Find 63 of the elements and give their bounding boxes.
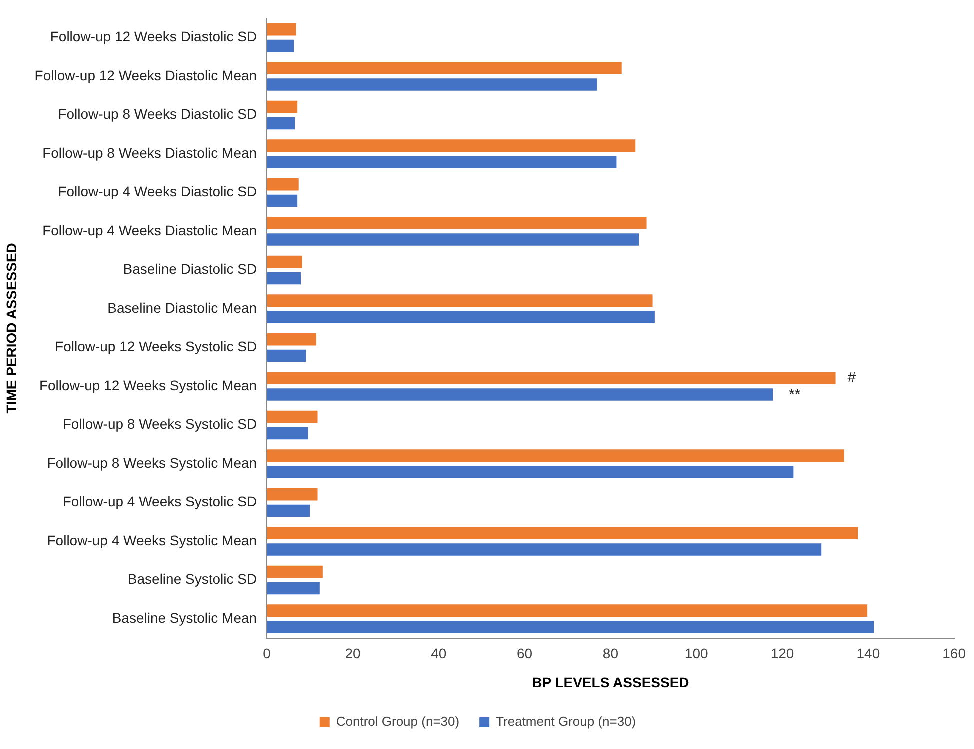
y-tick-label: Follow-up 12 Weeks Systolic Mean — [39, 377, 258, 394]
annotation: # — [848, 370, 857, 387]
bar — [267, 504, 310, 518]
y-tick-label: Follow-up 4 Weeks Systolic SD — [62, 494, 258, 510]
bar — [267, 427, 308, 440]
bar — [267, 372, 836, 384]
bar — [267, 100, 298, 114]
bar — [267, 333, 316, 346]
bar — [267, 488, 318, 501]
bar — [267, 621, 874, 634]
y-tick-label: Baseline Diastolic SD — [123, 261, 258, 278]
y-tick-label: Baseline Systolic SD — [128, 571, 258, 588]
y-tick-label: Baseline Diastolic Mean — [108, 300, 258, 316]
bar — [267, 194, 298, 208]
x-axis-title: BP LEVELS ASSESSED — [532, 674, 690, 690]
bar — [267, 294, 653, 307]
bar — [267, 311, 655, 324]
x-tick-label: 20 — [345, 646, 361, 662]
bar — [267, 466, 794, 478]
x-tick-label: 160 — [942, 646, 966, 662]
bar — [267, 78, 598, 91]
x-tick-label: 100 — [684, 646, 708, 662]
bar — [267, 217, 647, 230]
bar — [267, 350, 306, 362]
x-tick-label: 60 — [517, 646, 533, 662]
y-tick-label: Follow-up 8 Weeks Systolic Mean — [47, 454, 258, 471]
y-tick-label: Follow-up 4 Weeks Diastolic SD — [58, 184, 258, 200]
x-tick-label: 40 — [431, 646, 447, 662]
y-axis-title: TIME PERIOD ASSESSED — [3, 243, 20, 414]
y-tick-label: Follow-up 12 Weeks Diastolic SD — [50, 28, 258, 45]
bar — [267, 582, 320, 595]
bar — [267, 156, 617, 168]
bar — [267, 544, 822, 556]
annotation: ** — [789, 386, 801, 404]
bar — [267, 410, 318, 424]
bar — [267, 140, 636, 152]
y-tick-label: Follow-up 4 Weeks Systolic Mean — [47, 532, 258, 548]
y-tick-label: Follow-up 12 Weeks Systolic SD — [55, 338, 258, 355]
bar — [267, 388, 774, 401]
bar — [267, 566, 323, 578]
x-tick-label: 80 — [602, 646, 619, 662]
y-tick-label: Follow-up 8 Weeks Diastolic SD — [58, 106, 258, 122]
y-tick-label: Follow-up 8 Weeks Diastolic Mean — [42, 144, 258, 161]
x-tick-label: 140 — [856, 646, 880, 662]
bar — [267, 272, 302, 285]
bar — [267, 256, 302, 268]
y-tick-label: Baseline Systolic Mean — [112, 610, 258, 626]
bar — [267, 23, 296, 36]
bar — [267, 178, 299, 191]
x-tick-label: 120 — [770, 646, 794, 662]
bar — [267, 62, 622, 74]
y-tick-label: Follow-up 12 Weeks Diastolic Mean — [34, 67, 258, 84]
legend-label: Treatment Group (n=30) — [496, 714, 636, 730]
bar — [267, 234, 640, 246]
y-tick-label: Follow-up 4 Weeks Diastolic Mean — [42, 222, 258, 238]
bar — [267, 604, 868, 617]
bar — [267, 117, 295, 130]
bar — [267, 40, 294, 52]
bar — [267, 527, 858, 540]
y-tick-label: Follow-up 8 Weeks Systolic SD — [62, 416, 258, 432]
x-tick-label: 0 — [263, 646, 272, 662]
legend-label: Control Group (n=30) — [336, 714, 460, 730]
bar — [267, 450, 844, 462]
